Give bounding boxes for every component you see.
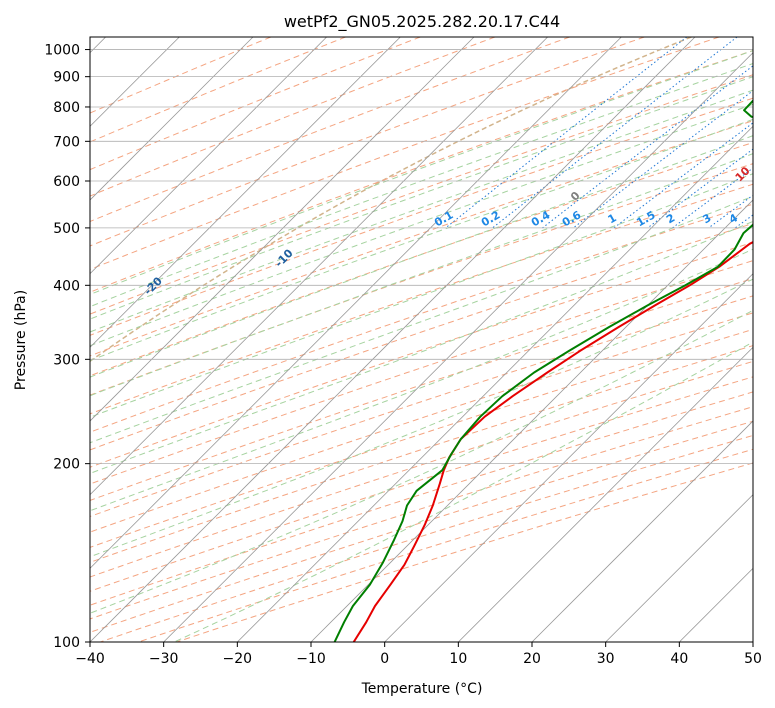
dry-adiabat-line <box>90 278 753 501</box>
y-tick-label: 1000 <box>44 43 80 59</box>
y-tick-label: 200 <box>53 457 80 473</box>
isotherm-line <box>237 125 753 642</box>
mixing-ratio-label: 3 <box>700 211 713 226</box>
isotherm-line <box>458 346 753 642</box>
dry-adiabat-line <box>90 37 421 171</box>
dry-adiabat-line <box>90 37 720 271</box>
dry-adiabat-line <box>90 37 346 143</box>
dry-adiabat-line <box>100 434 753 642</box>
y-axis-title: Pressure (hPa) <box>13 290 29 390</box>
dry-adiabat-line <box>90 222 753 451</box>
x-tick-label: −40 <box>75 651 105 667</box>
mixing-ratio-label: 6 <box>766 211 775 226</box>
isotherm-line <box>90 37 696 642</box>
plot-frame <box>89 36 754 643</box>
y-axis: 100 200 300 400 500 600 700 800 900 1000 <box>44 43 90 651</box>
x-tick-label: −20 <box>223 651 253 667</box>
x-axis: −40 −30 −20 −10 0 10 20 30 40 50 <box>75 642 762 667</box>
isotherm-line <box>90 37 327 275</box>
mixing-ratio-line <box>734 214 753 229</box>
moist-adiabat-line <box>90 89 753 333</box>
mixing-ratio-label: 1.5 <box>634 208 657 229</box>
y-tick-label: 800 <box>53 100 80 116</box>
x-tick-label: 10 <box>449 651 467 667</box>
isotherm-line <box>90 37 254 201</box>
dry-adiabat-line <box>90 260 753 485</box>
dry-adiabat-label: -10 <box>272 246 295 269</box>
moist-adiabat-line <box>90 153 753 397</box>
isotherm-line <box>90 37 548 496</box>
y-tick-label: 900 <box>53 70 80 86</box>
mixing-ratio-label: 1 <box>606 211 619 226</box>
y-tick-label: 300 <box>53 352 80 368</box>
isotherm-line <box>90 37 622 569</box>
mixing-ratio-line <box>492 37 738 229</box>
sounding-profiles <box>333 99 753 642</box>
mixing-ratio-line <box>613 122 753 229</box>
moist-adiabat-line <box>90 118 753 362</box>
isotherm-line <box>90 37 401 348</box>
moist-adiabat-line <box>90 220 753 474</box>
x-tick-label: 0 <box>380 651 389 667</box>
dry-adiabat-line <box>90 203 753 433</box>
isotherm-line <box>679 567 753 642</box>
moist-adiabat-line <box>90 76 753 320</box>
dry-adiabat-line <box>90 312 753 533</box>
dry-adiabat-line <box>90 328 753 548</box>
isotherm-line <box>384 273 753 642</box>
dry-adiabat-line <box>90 37 645 247</box>
y-tick-label: 100 <box>53 635 80 651</box>
x-tick-label: −30 <box>149 651 179 667</box>
gridlines <box>90 37 753 642</box>
x-tick-label: 50 <box>744 651 762 667</box>
dry-adiabat-line <box>90 97 753 336</box>
mixing-ratio-line <box>672 167 753 229</box>
dry-adiabat-line <box>90 74 753 315</box>
temperature-profile-line <box>352 240 753 642</box>
mixing-ratio-label: 2 <box>664 211 677 226</box>
reference-line-labels: -100-90-80-70-60-50-40-30-20-100.10.20.4… <box>142 164 775 298</box>
mixing-ratio-label: 0.4 <box>529 208 553 229</box>
dry-adiabat-line <box>90 37 570 223</box>
isotherm-line <box>605 494 753 642</box>
tan-reference-curve <box>90 37 692 363</box>
y-tick-label: 600 <box>53 174 80 190</box>
isotherm-line <box>163 52 753 642</box>
x-tick-label: 40 <box>670 651 688 667</box>
mixing-ratio-label: 0.1 <box>432 208 455 229</box>
dry-adiabat-line <box>90 37 496 197</box>
dry-adiabat-line <box>90 50 753 293</box>
moist-adiabat-line <box>90 135 753 378</box>
isotherm-line <box>531 420 753 642</box>
chart-title: wetPf2_GN05.2025.282.20.17.C44 <box>284 12 560 32</box>
x-axis-title: Temperature (°C) <box>361 681 483 697</box>
isotherm-line <box>90 37 475 422</box>
x-tick-label: −10 <box>296 651 326 667</box>
dry-adiabat-line <box>90 37 272 114</box>
isotherm-line <box>310 199 753 642</box>
y-tick-label: 500 <box>53 221 80 237</box>
isotherm-line <box>752 641 753 642</box>
dry-adiabat-line <box>90 360 753 578</box>
dry-adiabat-line <box>90 142 753 377</box>
moist-adiabat-line <box>90 173 753 418</box>
dry-adiabat-line <box>90 391 753 606</box>
y-tick-label: 400 <box>53 278 80 294</box>
dry-adiabat-label: -20 <box>142 274 165 297</box>
mixing-ratio-line <box>572 90 753 229</box>
reference-lines <box>90 37 753 642</box>
x-tick-label: 30 <box>597 651 615 667</box>
dewpoint-profile-line <box>333 99 753 642</box>
y-tick-label: 700 <box>53 134 80 150</box>
moist-adiabat-line <box>90 195 753 444</box>
dry-adiabat-line <box>90 420 753 633</box>
mixing-ratio-line <box>445 37 688 229</box>
mixing-ratio-line <box>542 65 753 229</box>
x-tick-label: 20 <box>523 651 541 667</box>
dry-adiabat-line <box>90 163 753 396</box>
